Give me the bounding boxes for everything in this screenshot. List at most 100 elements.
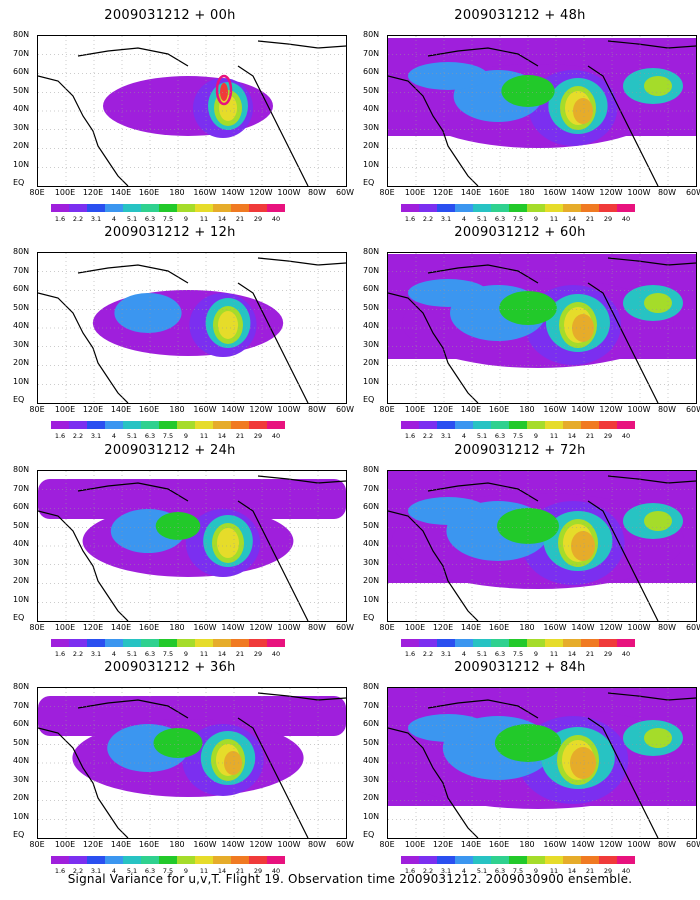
- colorbar-swatch: [177, 204, 195, 212]
- lat-label: 30N: [13, 339, 30, 349]
- lon-label: 120W: [599, 405, 623, 414]
- variance-contour: [572, 314, 594, 342]
- lat-label: 30N: [13, 122, 30, 132]
- lon-label: 140E: [460, 840, 482, 849]
- lat-label: EQ: [13, 613, 25, 622]
- lon-label: 100W: [277, 405, 301, 414]
- lat-label: 20N: [13, 358, 30, 367]
- lon-label: 160E: [138, 405, 160, 414]
- colorbar-swatch: [527, 639, 545, 647]
- colorbar-swatch: [437, 856, 455, 864]
- colorbar-swatch: [195, 421, 213, 429]
- colorbar-swatch: [599, 856, 617, 864]
- lat-label: 20N: [13, 141, 30, 150]
- colorbar-swatch: [419, 421, 437, 429]
- colorbar-swatch: [617, 204, 635, 212]
- lat-label: 80N: [13, 682, 30, 691]
- colorbar-swatch: [581, 204, 599, 212]
- colorbar-label: 5.1: [476, 650, 488, 658]
- panel-title: 2009031212 + 36h: [104, 660, 236, 675]
- lat-label: 20N: [13, 576, 30, 585]
- lon-label: 60W: [685, 188, 700, 197]
- colorbar-swatch: [267, 639, 285, 647]
- colorbar-swatch: [105, 421, 123, 429]
- lon-label: 160E: [138, 840, 160, 849]
- colorbar-swatch: [473, 639, 491, 647]
- lon-label: 120E: [82, 840, 104, 849]
- colorbar-swatch: [159, 639, 177, 647]
- lat-label: 80N: [363, 247, 380, 256]
- colorbar-swatch: [617, 639, 635, 647]
- colorbar-labels: 1.6 2.2 3.1 4 5.1 6.3 7.5 9 11 14 21 29 40: [401, 650, 635, 658]
- colorbar-swatch: [69, 856, 87, 864]
- lon-label: 180: [169, 405, 185, 414]
- lon-label: 120W: [249, 623, 273, 632]
- lat-label: 10N: [13, 594, 30, 604]
- colorbar-label: 2.2: [72, 215, 84, 223]
- lon-label: 80W: [307, 840, 327, 849]
- lon-label: 160E: [488, 405, 510, 414]
- lon-label: 160E: [138, 623, 160, 632]
- colorbar-swatch: [617, 421, 635, 429]
- colorbar-label: 21: [585, 432, 595, 440]
- lon-label: 140E: [460, 623, 482, 632]
- colorbar-label: 40: [271, 432, 281, 440]
- lon-label: 60W: [335, 405, 355, 414]
- lon-label: 120W: [249, 405, 273, 414]
- map-plot: [387, 687, 697, 839]
- colorbar-label: 29: [253, 867, 263, 875]
- colorbar-swatch: [473, 421, 491, 429]
- colorbar-label: 1.6: [54, 215, 66, 223]
- colorbar-label: 5.1: [476, 867, 488, 875]
- lat-label: 30N: [363, 557, 380, 567]
- lon-label: 100W: [627, 405, 651, 414]
- variance-contour: [217, 528, 239, 558]
- lat-label: 10N: [363, 159, 380, 169]
- colorbar-swatch: [509, 639, 527, 647]
- colorbar-swatch: [401, 639, 419, 647]
- coastline: [587, 282, 659, 403]
- colorbar-swatch: [141, 639, 159, 647]
- colorbar-label: 9: [533, 215, 539, 223]
- lon-label: 120E: [432, 188, 454, 197]
- lon-label: 180: [169, 188, 185, 197]
- lon-label: 140E: [110, 188, 132, 197]
- colorbar-swatch: [123, 639, 141, 647]
- colorbar-label: 9: [533, 650, 539, 658]
- variance-field-base: [38, 479, 346, 519]
- coastline: [607, 40, 696, 49]
- coastline: [427, 264, 539, 284]
- colorbar-swatch: [123, 204, 141, 212]
- variance-contour: [644, 293, 672, 313]
- colorbar-label: 3.1: [440, 867, 452, 875]
- lon-label: 80E: [29, 405, 45, 414]
- colorbar-label: 9: [183, 867, 189, 875]
- colorbar-label: 1.6: [404, 215, 416, 223]
- colorbar-label: 5.1: [126, 650, 138, 658]
- variance-contour: [114, 293, 182, 333]
- variance-contour: [408, 497, 488, 525]
- variance-contour: [644, 76, 672, 96]
- colorbar-swatch: [51, 204, 69, 212]
- colorbar-swatch: [509, 204, 527, 212]
- colorbar: [401, 421, 635, 429]
- lon-label: 100W: [627, 188, 651, 197]
- lat-label: 70N: [363, 265, 380, 275]
- colorbar-swatch: [509, 856, 527, 864]
- colorbar-label: 29: [253, 215, 263, 223]
- lon-label: 160W: [543, 405, 567, 414]
- colorbar-label: 6.3: [494, 650, 506, 658]
- colorbar-swatch: [491, 204, 509, 212]
- colorbar-label: 21: [585, 215, 595, 223]
- lon-label: 160E: [488, 840, 510, 849]
- lat-label: 60N: [363, 284, 380, 293]
- colorbar-label: 29: [603, 867, 613, 875]
- lon-label: 180: [519, 405, 535, 414]
- variance-contour: [218, 311, 238, 339]
- colorbar-label: 4: [461, 432, 467, 440]
- lon-label: 160E: [138, 188, 160, 197]
- lon-label: 140W: [571, 840, 595, 849]
- colorbar-label: 21: [235, 650, 245, 658]
- lon-label: 120W: [599, 188, 623, 197]
- colorbar-swatch: [123, 856, 141, 864]
